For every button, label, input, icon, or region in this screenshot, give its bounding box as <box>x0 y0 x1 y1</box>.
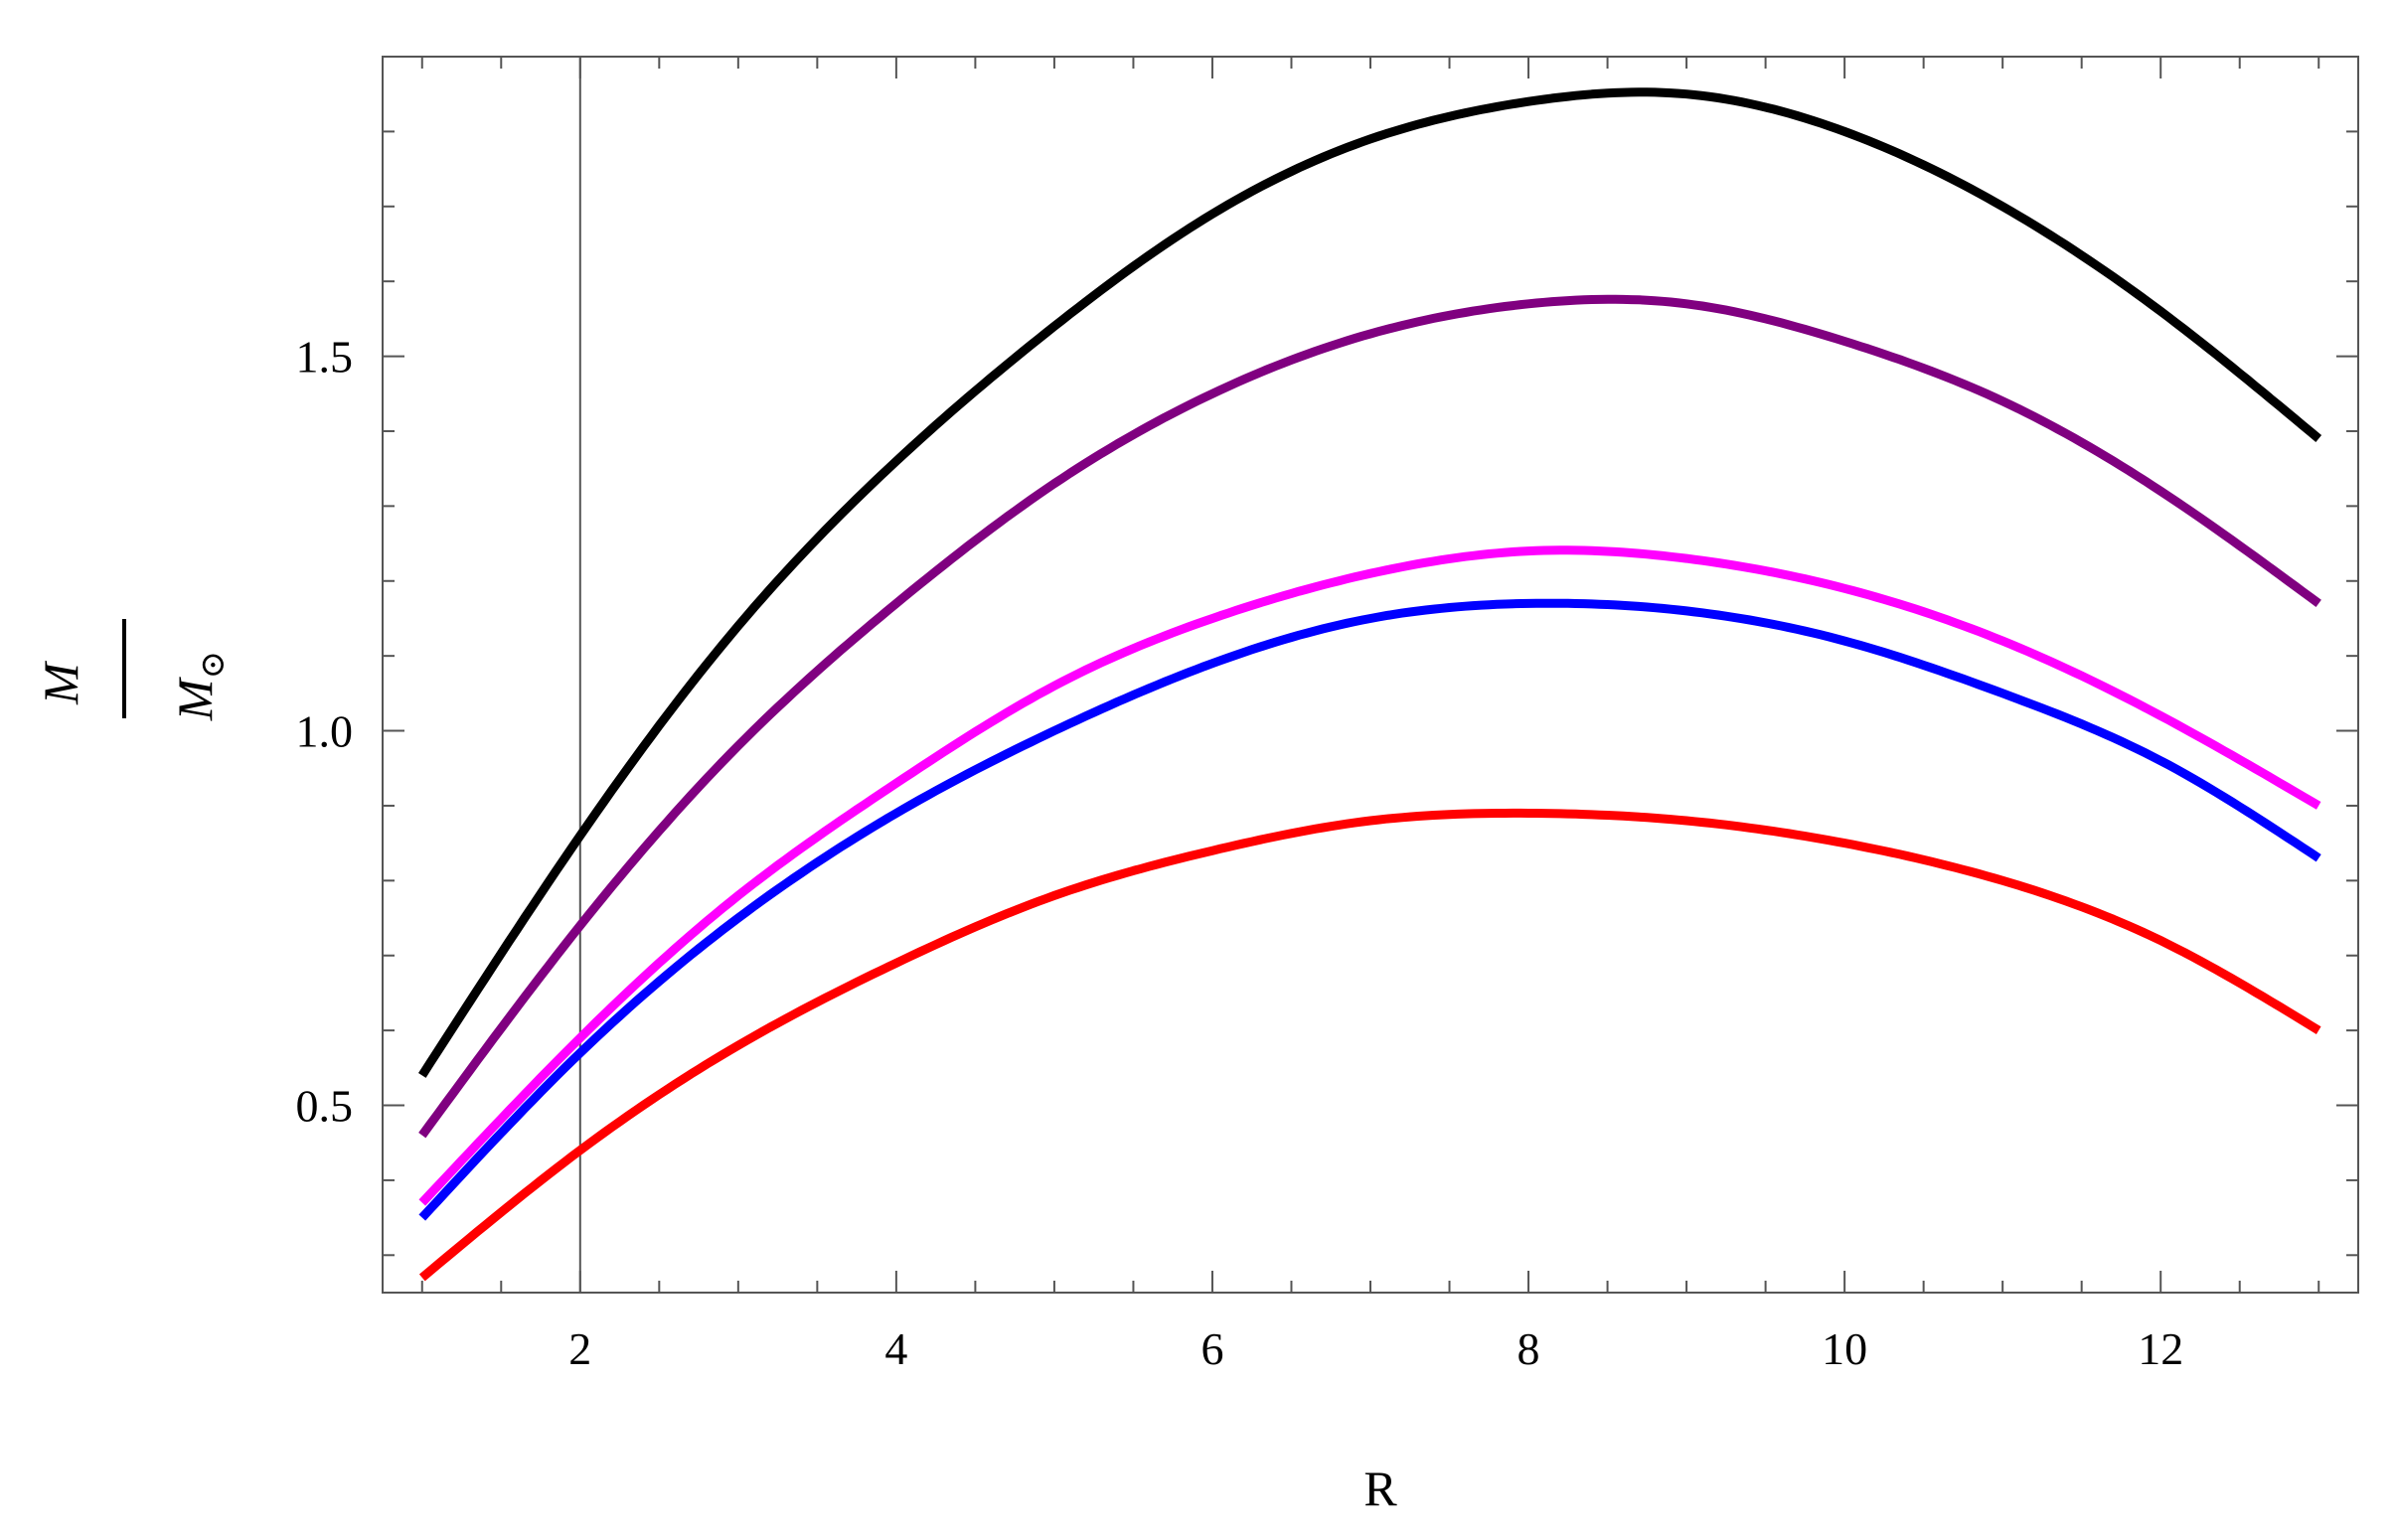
y-tick-label: 1.5 <box>296 332 354 383</box>
x-axis-label: R <box>1363 1461 1397 1516</box>
series-line-1 <box>418 87 2322 1078</box>
series-line-3 <box>418 545 2321 1206</box>
x-tick-label: 8 <box>1517 1323 1540 1374</box>
x-tick-label: 12 <box>2138 1323 2183 1374</box>
x-tick-label: 2 <box>568 1323 591 1374</box>
series-line-4 <box>418 598 2321 1221</box>
series-layer <box>418 87 2322 1282</box>
x-tick-label: 6 <box>1200 1323 1223 1374</box>
y-tick-label: 1.0 <box>296 706 354 757</box>
series-line-2 <box>418 294 2321 1139</box>
y-axis-label-numerator: M <box>33 661 88 705</box>
tick-labels: 2 4 6 8 10 12 0.5 1.0 1.5 <box>296 332 2184 1374</box>
x-tick-label: 10 <box>1822 1323 1867 1374</box>
y-tick-label: 0.5 <box>296 1081 354 1132</box>
y-axis-label: M M⊙ <box>33 619 232 721</box>
ticks <box>383 57 2358 1293</box>
x-tick-label: 4 <box>884 1323 907 1374</box>
y-axis-label-denominator: M⊙ <box>167 651 232 721</box>
series-line-5 <box>418 808 2321 1282</box>
